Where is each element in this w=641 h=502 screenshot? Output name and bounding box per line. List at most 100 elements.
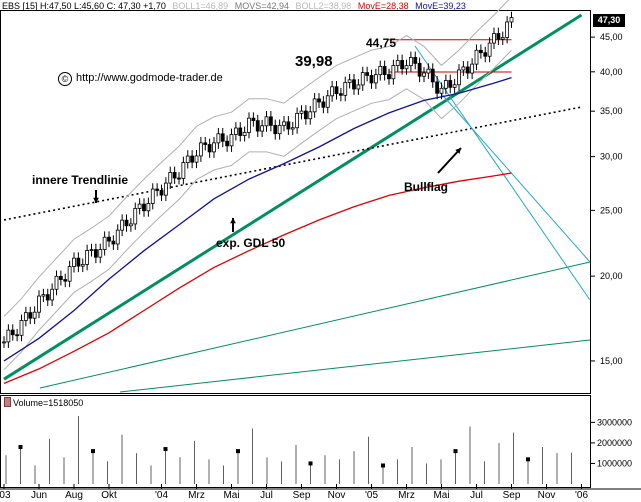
candle-body (273, 124, 278, 135)
candle-body (404, 65, 409, 70)
candle-body (255, 120, 260, 132)
volume-marker (18, 445, 23, 449)
annotation-gdl50: exp. GDL 50 (216, 236, 285, 250)
candle-body (356, 84, 361, 90)
candle-body (115, 229, 120, 245)
candle-body (435, 81, 440, 94)
inner-trendline (3, 106, 582, 221)
candle-body (172, 172, 177, 179)
candle-body (203, 142, 208, 145)
x-tick-label: Okt (101, 490, 117, 501)
candle-body (58, 275, 63, 280)
candle-body (32, 311, 37, 319)
candle-body (251, 117, 256, 122)
candle-body (137, 203, 142, 209)
candle-body (194, 155, 199, 163)
candle-body (382, 66, 387, 75)
bollinger-upper-band (3, 0, 510, 317)
candle-body (347, 79, 352, 83)
candle-body (317, 98, 321, 103)
candle-body (111, 240, 116, 245)
x-tick-label: Jul (470, 490, 483, 501)
y-tick-label: 35,00 (600, 106, 623, 116)
annotation-3998: 39,98 (295, 53, 333, 70)
arrow-bullflag-head (455, 148, 461, 154)
volume-marker (526, 457, 530, 462)
bollinger-lower-band (3, 49, 512, 371)
chart-header: EBS [15] H:47,50 L:45,60 C: 47,30 +1,70 … (2, 1, 470, 11)
candle-body (465, 66, 470, 74)
candle-body (6, 329, 11, 343)
annotation-bullflag: Bullflag (404, 180, 448, 194)
x-tick-label: '06 (575, 490, 588, 501)
candle-body (220, 133, 225, 142)
candle-body (430, 68, 435, 83)
header-boll2: BOLL2=38,98 (295, 1, 352, 11)
candle-body (505, 21, 510, 38)
volume-icon (4, 397, 11, 407)
candle-body (15, 334, 20, 337)
volume-marker (91, 449, 95, 454)
candle-body (330, 86, 335, 97)
header-move-red: MovE=28,38 (357, 1, 409, 11)
price-panel-frame (0, 10, 591, 394)
x-tick-label: '04 (155, 490, 168, 501)
candle-body (45, 294, 50, 301)
x-tick-label: '05 (365, 490, 378, 501)
candle-body (177, 177, 181, 180)
candle-body (37, 295, 41, 313)
candle-body (387, 74, 391, 80)
candle-body (413, 57, 418, 64)
candle-body (268, 116, 273, 126)
volume-marker (163, 447, 168, 452)
candle-body (395, 60, 400, 66)
y-tick-label: 25,00 (600, 205, 623, 215)
volume-label: Volume=1518050 (13, 398, 84, 408)
candle-body (426, 68, 431, 74)
candle-body (483, 52, 488, 57)
candle-body (452, 84, 457, 88)
y-tick-label: 40,00 (600, 67, 623, 77)
header-boll1: BOLL1=46,89 (172, 1, 229, 11)
candle-body (124, 219, 129, 227)
candle-body (509, 17, 514, 23)
candle-body (67, 266, 72, 282)
candle-body (457, 69, 461, 86)
candle-body (478, 49, 483, 54)
candle-body (19, 320, 24, 336)
candle-body (391, 65, 396, 80)
candle-body (378, 66, 383, 76)
candle-body (225, 140, 230, 147)
candle-body (408, 57, 413, 67)
last-price-badge: 47,30 (593, 14, 625, 27)
candle-body (98, 249, 103, 258)
copyright-notice: © http://www.godmode-trader.de (58, 72, 223, 86)
candle-body (338, 93, 343, 96)
candle-body (93, 249, 98, 258)
candle-body (282, 121, 286, 126)
candle-body (190, 155, 195, 163)
candle-body (233, 127, 238, 135)
y-tick-label: 15,00 (600, 356, 623, 366)
candle-body (23, 312, 28, 321)
candle-body (295, 112, 300, 129)
volume-title: Volume=1518050 (4, 397, 83, 408)
candle-body (365, 72, 370, 76)
x-tick-label: Nov (538, 490, 556, 501)
candle-body (155, 188, 160, 191)
candle-body (439, 87, 444, 94)
candle-body (85, 250, 90, 265)
candle-body (360, 72, 365, 86)
main-trendline (3, 13, 583, 381)
x-tick-label: Mai (433, 490, 449, 501)
candle-body (247, 117, 251, 133)
fan-line-green-1 (39, 261, 591, 389)
candle-body (159, 190, 164, 196)
volume-marker (453, 449, 458, 454)
volume-tick-label: 1000000 (597, 458, 632, 468)
candle-body (72, 257, 76, 267)
candle-body (207, 144, 212, 153)
volume-tick-label: 3000000 (597, 417, 632, 427)
volume-marker (236, 449, 240, 454)
